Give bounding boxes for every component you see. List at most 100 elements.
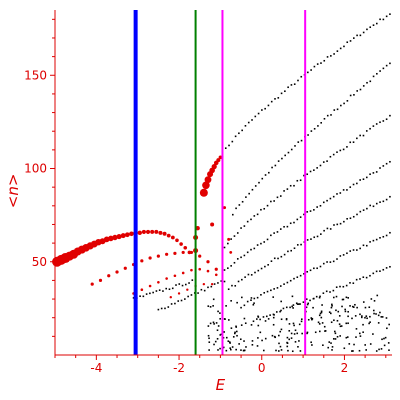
black-data-point	[256, 345, 259, 347]
black-data-point	[346, 252, 348, 255]
black-data-point	[336, 223, 339, 226]
black-data-point	[364, 306, 367, 309]
black-data-point	[288, 323, 291, 325]
black-data-point	[333, 319, 335, 322]
red-data-point	[211, 164, 217, 170]
black-data-point	[378, 348, 380, 351]
black-data-point	[245, 346, 247, 348]
black-data-point	[336, 258, 338, 260]
black-data-point	[269, 314, 271, 316]
black-data-point	[375, 202, 378, 205]
black-data-point	[289, 184, 292, 187]
black-data-point	[351, 350, 353, 352]
black-data-point	[344, 308, 346, 311]
black-data-point	[294, 341, 297, 343]
black-data-point	[369, 343, 372, 345]
red-data-point	[123, 266, 127, 270]
black-data-point	[230, 238, 232, 240]
black-data-point	[273, 232, 275, 234]
red-data-point	[98, 278, 103, 283]
black-data-point	[264, 265, 266, 268]
black-data-point	[219, 347, 221, 350]
black-data-point	[365, 176, 368, 179]
black-data-point	[333, 330, 336, 333]
black-data-point	[142, 295, 145, 298]
black-data-point	[356, 34, 358, 37]
black-data-point	[382, 18, 385, 21]
black-data-point	[232, 336, 235, 338]
black-data-point	[345, 336, 348, 339]
black-data-point	[282, 307, 285, 310]
red-data-point	[141, 229, 146, 235]
vertical-lines	[133, 10, 307, 355]
black-data-point	[359, 179, 361, 181]
black-data-point	[253, 297, 256, 300]
black-data-point	[388, 349, 390, 351]
black-data-point	[285, 318, 288, 321]
black-data-point	[280, 92, 283, 95]
black-data-point	[208, 337, 210, 340]
red-data-point	[107, 274, 111, 278]
black-data-point	[346, 146, 348, 148]
black-data-point	[316, 63, 319, 65]
black-data-point	[229, 347, 232, 349]
black-data-point	[329, 155, 332, 158]
red-data-point	[198, 267, 202, 271]
black-data-point	[223, 269, 226, 271]
black-data-point	[319, 295, 321, 298]
black-data-point	[382, 268, 385, 271]
black-data-point	[219, 318, 221, 320]
red-data-point	[223, 206, 227, 210]
black-data-point	[380, 348, 383, 350]
black-data-point	[234, 285, 237, 287]
black-data-point	[382, 67, 385, 70]
black-data-point	[291, 305, 293, 308]
y-tick-label: 50	[32, 255, 47, 269]
black-data-point	[243, 304, 246, 307]
black-data-point	[266, 204, 269, 207]
black-data-point	[298, 323, 301, 326]
black-data-point	[256, 296, 259, 299]
black-data-point	[244, 125, 247, 127]
black-data-point	[333, 109, 336, 111]
black-data-point	[296, 218, 299, 221]
black-data-point	[389, 195, 391, 198]
black-data-point	[296, 179, 299, 182]
black-data-point	[238, 204, 241, 206]
black-data-point	[165, 287, 168, 290]
black-data-point	[375, 238, 378, 241]
black-data-point	[359, 278, 361, 280]
red-data-point	[90, 282, 94, 286]
black-data-point	[289, 279, 292, 282]
black-data-point	[376, 294, 379, 297]
black-data-point	[366, 28, 368, 31]
black-data-point	[279, 330, 282, 333]
black-data-point	[313, 236, 316, 239]
black-data-point	[277, 257, 279, 260]
black-data-point	[302, 301, 305, 303]
black-data-point	[376, 72, 378, 75]
black-data-point	[256, 244, 259, 246]
black-data-point	[356, 90, 358, 92]
black-data-point	[243, 317, 246, 320]
black-data-point	[260, 208, 262, 211]
red-data-point	[108, 235, 114, 242]
red-data-point	[181, 271, 185, 275]
black-data-point	[197, 292, 199, 294]
black-data-point	[132, 297, 135, 299]
black-data-point	[230, 327, 233, 329]
black-data-point	[254, 115, 257, 118]
black-data-point	[227, 267, 229, 269]
black-data-point	[276, 231, 279, 233]
black-data-point	[377, 322, 380, 324]
black-data-point	[319, 204, 322, 207]
red-data-point	[140, 259, 144, 263]
black-data-point	[297, 303, 300, 305]
black-data-point	[203, 289, 206, 292]
black-data-point	[330, 55, 332, 57]
black-data-point	[227, 340, 230, 342]
black-data-point	[162, 290, 164, 292]
black-data-point	[307, 134, 309, 136]
black-data-point	[240, 256, 242, 259]
black-data-point	[256, 213, 259, 216]
